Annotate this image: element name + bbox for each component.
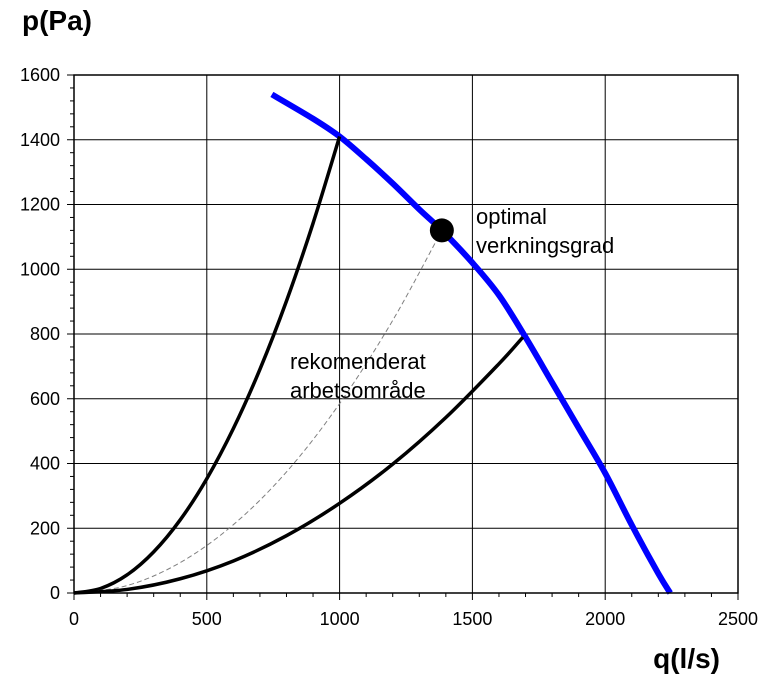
x-tick-label: 1500: [452, 609, 492, 629]
grid-lines: [73, 74, 739, 594]
series-layer: [73, 91, 673, 595]
optimal-label-line-1: optimal: [476, 204, 547, 229]
y-axis-title: p(Pa): [22, 5, 92, 36]
y-tick-label: 800: [30, 324, 60, 344]
y-tick-label: 1000: [20, 259, 60, 279]
optimal-label-line-2: verkningsgrad: [476, 233, 614, 258]
x-tick-label: 1000: [320, 609, 360, 629]
y-tick-label: 1400: [20, 130, 60, 150]
x-tick-label: 500: [192, 609, 222, 629]
optimal-curve: [73, 230, 443, 594]
x-tick-label: 2000: [585, 609, 625, 629]
optimal-label: optimal verkningsgrad: [476, 204, 614, 258]
recommended-label: rekomenderat arbetsområde: [290, 349, 432, 403]
upper-limit-curve: [73, 135, 342, 595]
x-tick-label: 0: [69, 609, 79, 629]
y-tick-label: 0: [50, 583, 60, 603]
optimal-point: [429, 218, 454, 243]
recommended-label-line-2: arbetsområde: [290, 378, 426, 403]
x-axis-title: q(l/s): [653, 643, 720, 674]
y-tick-label: 1200: [20, 195, 60, 215]
tick-marks: [67, 74, 739, 600]
fan-curve: [270, 91, 673, 595]
x-tick-label: 2500: [718, 609, 758, 629]
tick-labels: 0 500 1000 1500 2000 2500 0 200 400 600 800 1000 120…: [20, 65, 758, 629]
y-tick-label: 400: [30, 454, 60, 474]
y-tick-label: 200: [30, 518, 60, 538]
recommended-label-line-1: rekomenderat: [290, 349, 426, 374]
lower-limit-curve: [73, 336, 525, 595]
points-layer: [429, 218, 454, 243]
y-tick-label: 1600: [20, 65, 60, 85]
y-tick-label: 600: [30, 389, 60, 409]
